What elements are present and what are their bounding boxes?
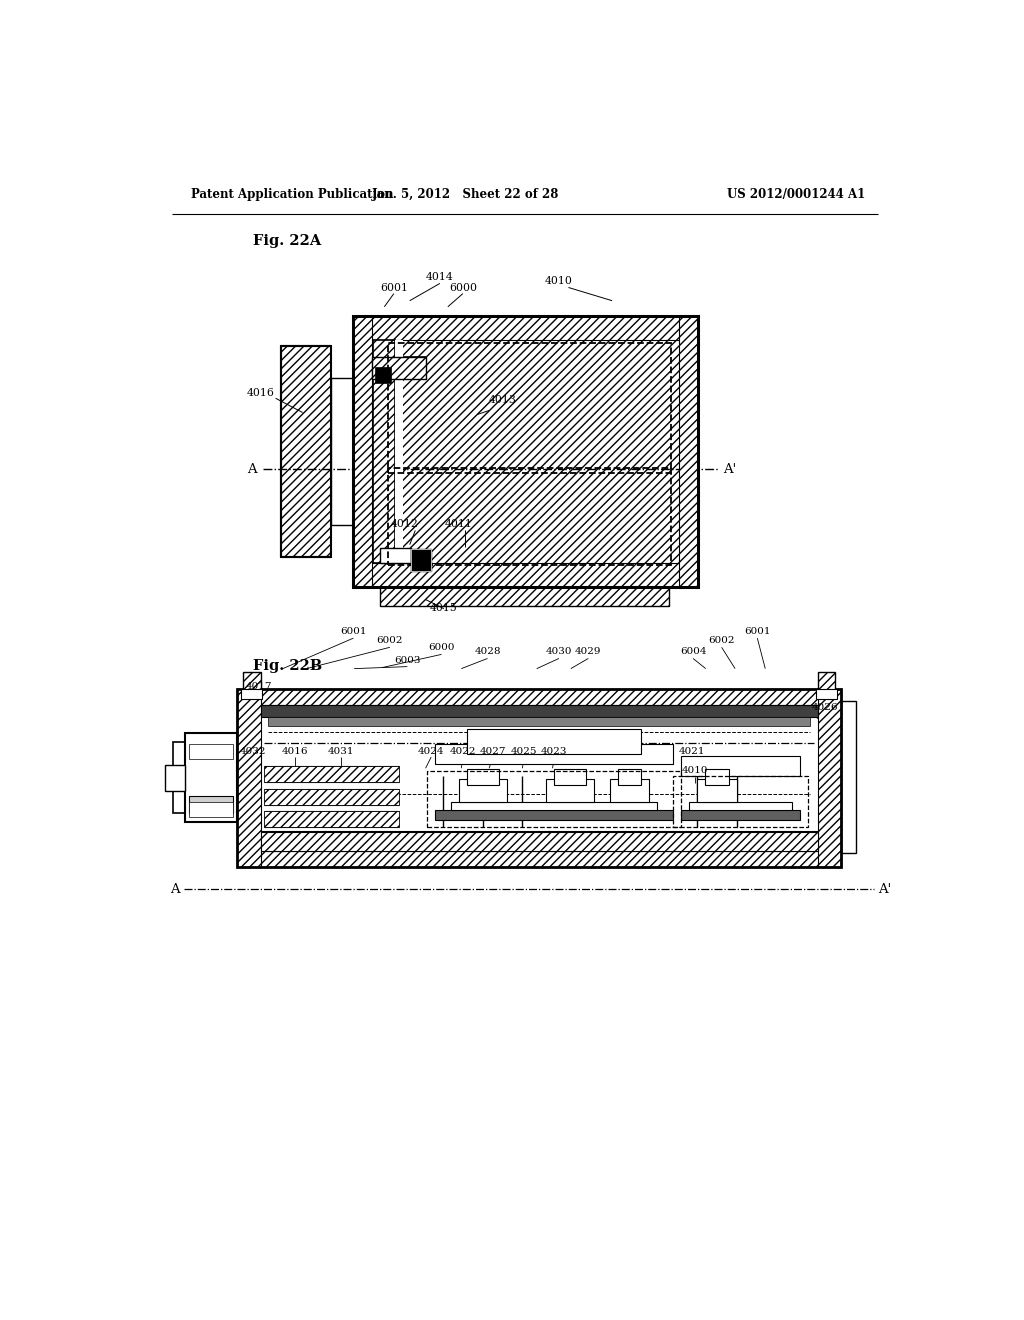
Bar: [705, 770, 729, 784]
Bar: [372, 341, 679, 562]
Bar: [817, 689, 842, 867]
Bar: [331, 378, 352, 525]
Text: 6002: 6002: [709, 636, 735, 645]
Text: 6002: 6002: [377, 636, 403, 645]
Text: 4031: 4031: [328, 747, 354, 756]
Text: 4026: 4026: [812, 704, 839, 713]
Bar: [546, 779, 594, 801]
Bar: [352, 562, 697, 587]
Bar: [435, 810, 673, 820]
Bar: [435, 744, 673, 764]
Bar: [842, 701, 856, 853]
Text: 6001: 6001: [340, 627, 367, 636]
Text: 4012: 4012: [391, 519, 419, 529]
Bar: [681, 756, 800, 776]
Text: 4028: 4028: [474, 647, 501, 656]
Bar: [412, 549, 431, 572]
Bar: [260, 833, 817, 850]
Text: 6003: 6003: [394, 656, 421, 664]
Bar: [260, 705, 817, 718]
Text: Jan. 5, 2012   Sheet 22 of 28: Jan. 5, 2012 Sheet 22 of 28: [372, 187, 559, 201]
Bar: [189, 803, 232, 817]
Bar: [373, 341, 395, 562]
Text: Fig. 22B: Fig. 22B: [253, 659, 322, 673]
Bar: [697, 779, 736, 801]
Text: A': A': [723, 463, 736, 475]
Bar: [388, 343, 671, 474]
Text: 6001: 6001: [380, 282, 408, 293]
Bar: [242, 689, 262, 700]
Bar: [467, 770, 499, 784]
Text: 6000: 6000: [449, 282, 477, 293]
Bar: [609, 779, 649, 801]
Text: A': A': [878, 883, 891, 896]
Text: US 2012/0001244 A1: US 2012/0001244 A1: [727, 187, 865, 201]
Bar: [554, 770, 586, 784]
Bar: [237, 689, 260, 867]
Text: A: A: [247, 463, 257, 475]
Bar: [237, 689, 842, 867]
Text: 4025: 4025: [511, 747, 538, 756]
Bar: [352, 315, 372, 587]
Bar: [451, 801, 657, 810]
Bar: [467, 729, 641, 754]
Text: 4010: 4010: [544, 276, 572, 286]
Text: 4015: 4015: [430, 603, 458, 612]
Bar: [352, 315, 697, 587]
Bar: [264, 788, 399, 805]
Bar: [165, 764, 185, 791]
Text: 4024: 4024: [418, 747, 444, 756]
Text: Patent Application Publication: Patent Application Publication: [191, 187, 394, 201]
Bar: [264, 810, 399, 828]
Bar: [282, 346, 331, 557]
Text: 4016: 4016: [247, 388, 274, 399]
Text: 6000: 6000: [428, 643, 455, 652]
Bar: [412, 549, 431, 572]
Text: 4016: 4016: [282, 747, 308, 756]
Bar: [372, 356, 426, 379]
Bar: [268, 718, 810, 726]
Bar: [173, 742, 185, 813]
Bar: [376, 367, 391, 383]
Bar: [388, 469, 671, 565]
Text: A: A: [170, 883, 179, 896]
Bar: [237, 689, 842, 705]
Bar: [380, 548, 412, 562]
Bar: [352, 315, 697, 341]
Text: 4030: 4030: [546, 647, 572, 656]
Bar: [380, 587, 670, 606]
Bar: [673, 776, 808, 828]
Bar: [617, 770, 641, 784]
Bar: [681, 810, 800, 820]
Bar: [189, 796, 232, 813]
Text: Fig. 22A: Fig. 22A: [253, 234, 321, 248]
Text: 4013: 4013: [489, 396, 517, 405]
Text: 4021: 4021: [678, 747, 705, 756]
Text: 6001: 6001: [744, 627, 771, 636]
Text: 4010: 4010: [681, 767, 708, 775]
Bar: [395, 341, 403, 562]
Text: 4027: 4027: [480, 747, 506, 756]
Text: 4017: 4017: [246, 682, 272, 690]
Bar: [243, 672, 260, 694]
Bar: [189, 743, 232, 759]
Text: 4011: 4011: [444, 519, 472, 529]
Text: 4014: 4014: [426, 272, 454, 282]
Bar: [816, 689, 837, 700]
Text: 4032: 4032: [241, 747, 266, 756]
Text: 6004: 6004: [680, 647, 707, 656]
Bar: [459, 779, 507, 801]
Bar: [427, 771, 681, 828]
Text: 4022: 4022: [450, 747, 476, 756]
Bar: [237, 850, 842, 867]
Bar: [817, 672, 836, 694]
Text: 4023: 4023: [541, 747, 567, 756]
Bar: [185, 734, 237, 822]
Bar: [264, 766, 399, 783]
Bar: [689, 801, 793, 810]
Bar: [679, 315, 697, 587]
Text: 4029: 4029: [575, 647, 601, 656]
